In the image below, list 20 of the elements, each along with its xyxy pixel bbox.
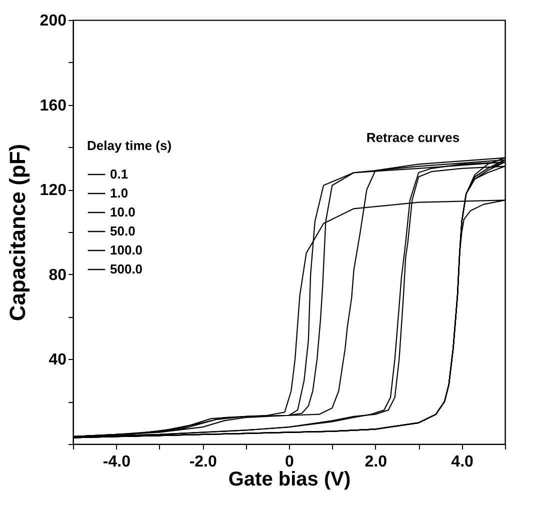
y-tick-label: 160 bbox=[40, 97, 67, 114]
y-tick-label: 80 bbox=[48, 266, 67, 284]
legend-label: 10.0 bbox=[110, 204, 136, 220]
x-axis-title: Gate bias (V) bbox=[228, 468, 351, 490]
x-tick-label: 2.0 bbox=[364, 454, 388, 470]
legend-label: 100.0 bbox=[110, 242, 143, 258]
legend-label: 1.0 bbox=[110, 186, 128, 200]
y-tick-label: 120 bbox=[40, 182, 67, 200]
legend-label: 500.0 bbox=[110, 262, 143, 276]
x-tick-label: -4.0 bbox=[102, 454, 131, 470]
y-tick-label: 200 bbox=[40, 12, 67, 30]
legend-label: 0.1 bbox=[110, 166, 128, 182]
y-axis-title: Capacitance (pF) bbox=[4, 144, 30, 322]
legend-title: Delay time (s) bbox=[87, 138, 172, 153]
annotation: Retrace curves bbox=[366, 130, 460, 145]
x-tick-label: 4.0 bbox=[451, 454, 474, 470]
y-tick-label: 40 bbox=[48, 352, 67, 369]
x-tick-label: 0 bbox=[285, 454, 294, 470]
legend-label: 50.0 bbox=[110, 224, 136, 238]
x-tick-label: -2.0 bbox=[189, 454, 217, 470]
